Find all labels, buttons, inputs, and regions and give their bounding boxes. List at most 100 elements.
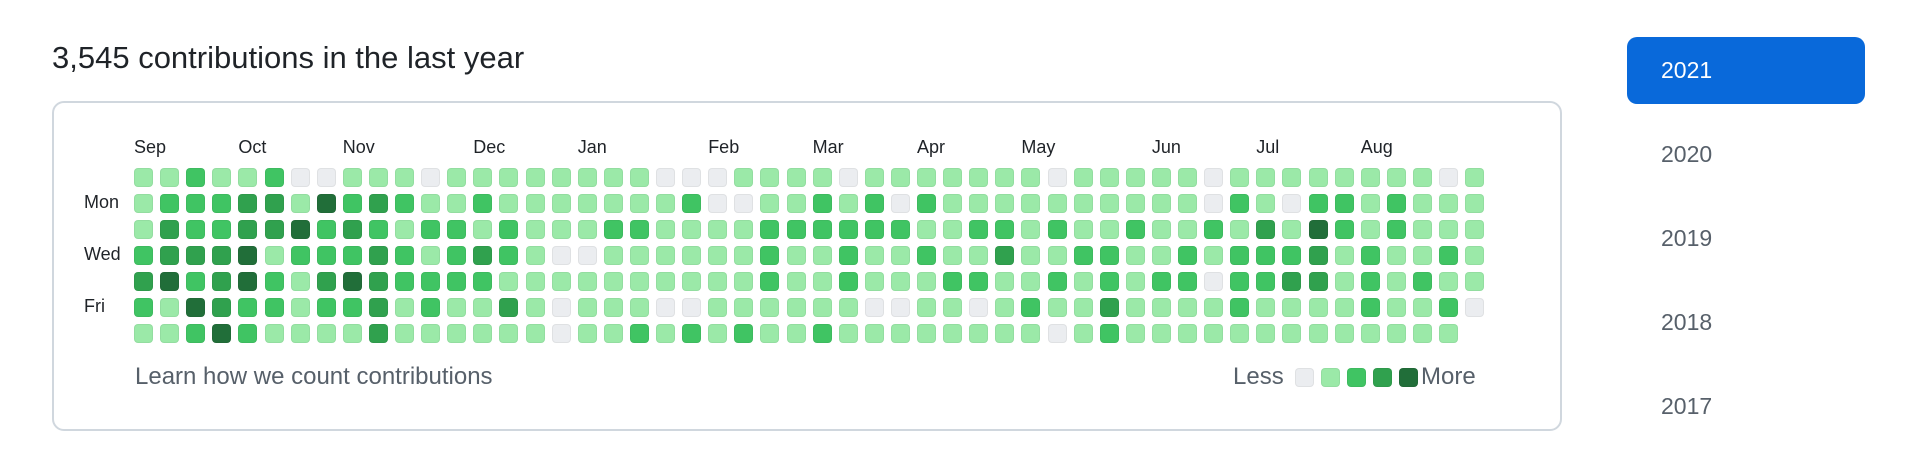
year-link-2017[interactable]: 2017 bbox=[1661, 393, 1713, 419]
contribution-day-cell[interactable] bbox=[1047, 298, 1067, 317]
contribution-day-cell[interactable] bbox=[316, 324, 336, 343]
contribution-day-cell[interactable] bbox=[1360, 272, 1380, 291]
contribution-day-cell[interactable] bbox=[786, 298, 806, 317]
contribution-day-cell[interactable] bbox=[603, 272, 623, 291]
contribution-day-cell[interactable] bbox=[238, 168, 258, 187]
contribution-day-cell[interactable] bbox=[447, 298, 467, 317]
contribution-day-cell[interactable] bbox=[1439, 324, 1458, 343]
contribution-day-cell[interactable] bbox=[969, 194, 989, 213]
contribution-day-cell[interactable] bbox=[577, 246, 597, 265]
contribution-day-cell[interactable] bbox=[290, 168, 310, 187]
contribution-day-cell[interactable] bbox=[1256, 272, 1276, 291]
contribution-day-cell[interactable] bbox=[995, 194, 1015, 213]
contribution-day-cell[interactable] bbox=[368, 324, 388, 343]
contribution-day-cell[interactable] bbox=[1125, 168, 1145, 187]
contribution-day-cell[interactable] bbox=[1256, 298, 1276, 317]
contribution-day-cell[interactable] bbox=[1125, 246, 1145, 265]
contribution-day-cell[interactable] bbox=[1021, 220, 1041, 239]
contribution-day-cell[interactable] bbox=[629, 168, 649, 187]
contribution-day-cell[interactable] bbox=[890, 220, 910, 239]
contribution-day-cell[interactable] bbox=[1360, 324, 1380, 343]
contribution-day-cell[interactable] bbox=[551, 246, 571, 265]
contribution-day-cell[interactable] bbox=[760, 324, 780, 343]
contribution-day-cell[interactable] bbox=[943, 168, 963, 187]
contribution-day-cell[interactable] bbox=[264, 298, 284, 317]
contribution-day-cell[interactable] bbox=[786, 324, 806, 343]
contribution-day-cell[interactable] bbox=[447, 220, 467, 239]
contribution-day-cell[interactable] bbox=[1073, 272, 1093, 291]
contribution-day-cell[interactable] bbox=[1360, 246, 1380, 265]
contribution-day-cell[interactable] bbox=[890, 194, 910, 213]
contribution-day-cell[interactable] bbox=[499, 272, 519, 291]
contribution-day-cell[interactable] bbox=[1256, 324, 1276, 343]
contribution-day-cell[interactable] bbox=[577, 272, 597, 291]
contribution-day-cell[interactable] bbox=[1204, 324, 1224, 343]
contribution-day-cell[interactable] bbox=[995, 298, 1015, 317]
contribution-day-cell[interactable] bbox=[212, 168, 232, 187]
contribution-day-cell[interactable] bbox=[1282, 168, 1302, 187]
contribution-day-cell[interactable] bbox=[890, 298, 910, 317]
contribution-day-cell[interactable] bbox=[1125, 194, 1145, 213]
contribution-day-cell[interactable] bbox=[760, 220, 780, 239]
contribution-day-cell[interactable] bbox=[290, 324, 310, 343]
contribution-day-cell[interactable] bbox=[838, 272, 858, 291]
contribution-day-cell[interactable] bbox=[1047, 220, 1067, 239]
contribution-day-cell[interactable] bbox=[1204, 246, 1224, 265]
contribution-day-cell[interactable] bbox=[238, 272, 258, 291]
contribution-day-cell[interactable] bbox=[342, 220, 362, 239]
contribution-day-cell[interactable] bbox=[656, 220, 675, 239]
contribution-day-cell[interactable] bbox=[629, 298, 649, 317]
contribution-day-cell[interactable] bbox=[160, 168, 180, 187]
contribution-day-cell[interactable] bbox=[160, 220, 180, 239]
contribution-day-cell[interactable] bbox=[656, 246, 675, 265]
contribution-day-cell[interactable] bbox=[238, 220, 258, 239]
contribution-day-cell[interactable] bbox=[734, 324, 754, 343]
contribution-day-cell[interactable] bbox=[1151, 298, 1171, 317]
contribution-day-cell[interactable] bbox=[917, 246, 936, 265]
contribution-day-cell[interactable] bbox=[812, 324, 832, 343]
contribution-day-cell[interactable] bbox=[1439, 220, 1458, 239]
contribution-day-cell[interactable] bbox=[1204, 194, 1224, 213]
contribution-day-cell[interactable] bbox=[656, 194, 675, 213]
contribution-day-cell[interactable] bbox=[1256, 246, 1276, 265]
contribution-day-cell[interactable] bbox=[499, 298, 519, 317]
contribution-day-cell[interactable] bbox=[525, 272, 545, 291]
contribution-day-cell[interactable] bbox=[1230, 220, 1250, 239]
contribution-day-cell[interactable] bbox=[708, 194, 728, 213]
contribution-day-cell[interactable] bbox=[577, 298, 597, 317]
contribution-day-cell[interactable] bbox=[1412, 272, 1432, 291]
contribution-day-cell[interactable] bbox=[264, 220, 284, 239]
contribution-day-cell[interactable] bbox=[551, 298, 571, 317]
contribution-day-cell[interactable] bbox=[812, 272, 832, 291]
contribution-day-cell[interactable] bbox=[186, 194, 206, 213]
contribution-day-cell[interactable] bbox=[1099, 168, 1119, 187]
contribution-day-cell[interactable] bbox=[1439, 272, 1458, 291]
contribution-day-cell[interactable] bbox=[1204, 272, 1224, 291]
contribution-day-cell[interactable] bbox=[395, 298, 414, 317]
contribution-day-cell[interactable] bbox=[395, 272, 414, 291]
contribution-day-cell[interactable] bbox=[1099, 194, 1119, 213]
contribution-day-cell[interactable] bbox=[1334, 324, 1354, 343]
contribution-day-cell[interactable] bbox=[1465, 246, 1485, 265]
count-contributions-link[interactable]: Learn how we count contributions bbox=[135, 363, 493, 390]
contribution-day-cell[interactable] bbox=[551, 168, 571, 187]
contribution-day-cell[interactable] bbox=[212, 272, 232, 291]
contribution-day-cell[interactable] bbox=[629, 272, 649, 291]
contribution-day-cell[interactable] bbox=[943, 324, 963, 343]
contribution-day-cell[interactable] bbox=[1151, 220, 1171, 239]
contribution-day-cell[interactable] bbox=[1465, 272, 1485, 291]
contribution-day-cell[interactable] bbox=[786, 246, 806, 265]
contribution-day-cell[interactable] bbox=[1412, 298, 1432, 317]
contribution-day-cell[interactable] bbox=[734, 298, 754, 317]
contribution-day-cell[interactable] bbox=[1230, 246, 1250, 265]
contribution-day-cell[interactable] bbox=[864, 298, 884, 317]
contribution-day-cell[interactable] bbox=[708, 324, 728, 343]
contribution-day-cell[interactable] bbox=[316, 272, 336, 291]
contribution-day-cell[interactable] bbox=[1099, 272, 1119, 291]
contribution-day-cell[interactable] bbox=[238, 194, 258, 213]
contribution-day-cell[interactable] bbox=[134, 324, 153, 343]
contribution-day-cell[interactable] bbox=[186, 298, 206, 317]
contribution-day-cell[interactable] bbox=[238, 298, 258, 317]
contribution-day-cell[interactable] bbox=[499, 246, 519, 265]
contribution-day-cell[interactable] bbox=[995, 168, 1015, 187]
